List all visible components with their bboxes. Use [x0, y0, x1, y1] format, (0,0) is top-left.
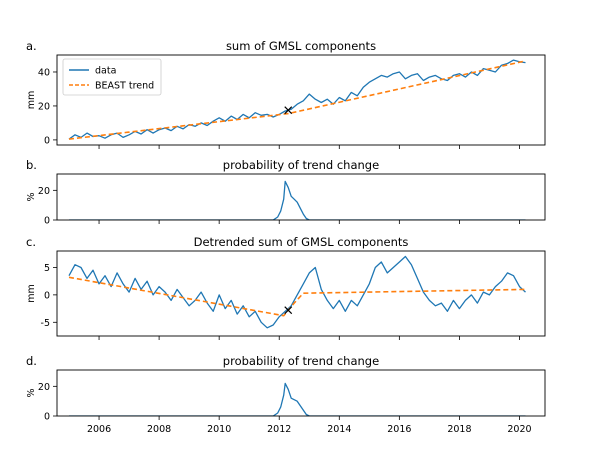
x-tick-label: 2010: [207, 424, 231, 435]
y-tick-label: 20: [38, 186, 50, 197]
panel-letter: c.: [26, 235, 36, 249]
y-axis-label: mm: [26, 284, 37, 303]
changepoint-stroke: [284, 306, 293, 315]
panel-2: probability of trend change b.% 0 20: [26, 158, 546, 227]
y-tick-label: 0: [44, 290, 50, 301]
plot-frame: [56, 173, 546, 221]
y-tick-label: 0: [44, 412, 50, 423]
y-tick-label: 20: [38, 382, 50, 393]
x-tick-label: 2006: [87, 424, 111, 435]
y-tick-label: 5: [44, 263, 50, 274]
legend-label: BEAST trend: [95, 81, 154, 92]
x-tick-label: 2008: [147, 424, 171, 435]
panel-title: Detrended sum of GMSL components: [194, 235, 409, 249]
plot-frame: [56, 369, 546, 417]
panel-title: probability of trend change: [223, 158, 379, 172]
plot-frame: [56, 250, 546, 337]
legend-label: data: [95, 66, 116, 77]
legend-box: [62, 58, 162, 96]
trend-line: [68, 276, 526, 317]
data-line: [69, 180, 526, 220]
y-tick-label: 40: [38, 67, 50, 78]
y-tick-label: 0: [44, 216, 50, 227]
legend: data BEAST trend: [62, 58, 162, 96]
y-tick-label: -5: [41, 318, 50, 329]
y-tick-label: 0: [44, 135, 50, 146]
changepoint-marker: [284, 306, 293, 315]
panel-letter: d.: [26, 354, 37, 368]
panel-1: sum of GMSL components a. mm 0 20 40 data BEAST…: [26, 39, 546, 149]
series-group: [68, 255, 526, 329]
x-tick-label: 2012: [267, 424, 291, 435]
changepoint-stroke: [284, 106, 293, 115]
plot-frame: [56, 54, 546, 146]
series-group: [68, 59, 526, 140]
trend-line: [68, 60, 526, 140]
data-line: [68, 255, 526, 329]
x-tick-label: 2014: [327, 424, 351, 435]
data-line: [69, 382, 526, 416]
panel-title: sum of GMSL components: [226, 39, 376, 53]
changepoint-marker: [284, 106, 293, 115]
series-group: [69, 382, 526, 416]
y-axis-label: mm: [26, 91, 37, 110]
y-axis-label: %: [26, 388, 37, 397]
data-line: [68, 59, 526, 140]
x-tick-label: 2020: [507, 424, 531, 435]
panel-4: probability of trend change d.% 0 20 2006 200…: [26, 354, 546, 435]
panel-letter: b.: [26, 158, 37, 172]
y-tick-label: 20: [38, 101, 50, 112]
panel-3: Detrended sum of GMSL components c. mm -5 0 5: [26, 235, 546, 340]
series-group: [69, 180, 526, 220]
y-axis-label: %: [26, 192, 37, 201]
x-tick-label: 2016: [387, 424, 411, 435]
panel-letter: a.: [26, 39, 37, 53]
x-tick-label: 2018: [447, 424, 471, 435]
panel-title: probability of trend change: [223, 354, 379, 368]
